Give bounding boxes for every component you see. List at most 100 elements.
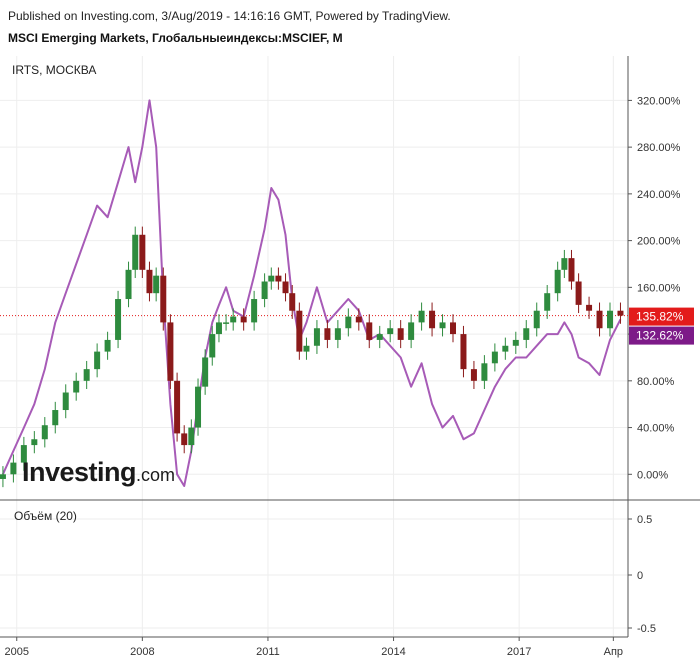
candle-body <box>62 392 69 411</box>
candle-body <box>554 269 561 294</box>
candle-body <box>132 234 139 270</box>
last-value-badges: 135.82% 132.62% <box>629 307 694 345</box>
candle-body <box>10 462 17 475</box>
candle-body <box>52 410 59 426</box>
candle-body <box>568 258 575 282</box>
candle-body <box>606 310 613 329</box>
candle-body <box>439 322 446 329</box>
candle-body <box>209 334 216 358</box>
candle-body <box>481 363 488 381</box>
candle-body <box>289 293 296 311</box>
candle-body <box>324 328 331 340</box>
volume-tick-label: -0.5 <box>637 623 656 635</box>
candle-body <box>160 275 167 323</box>
candle-body <box>167 322 174 381</box>
candle-body <box>181 433 188 446</box>
candle-body <box>449 322 456 335</box>
candle-body <box>408 322 415 340</box>
candle-body <box>195 386 202 428</box>
last-value-text: 132.62% <box>636 329 684 343</box>
candle-body <box>345 316 352 329</box>
last-value-badge <box>629 307 694 326</box>
candle-body <box>470 369 477 381</box>
candle-body <box>139 234 146 270</box>
y-tick-label: 40.00% <box>637 423 675 435</box>
candle-body <box>355 316 362 323</box>
y-tick-label: 320.00% <box>637 95 681 107</box>
x-tick-label: 2011 <box>256 646 280 658</box>
y-tick-label: 160.00% <box>637 282 681 294</box>
chart-title: MSCI Emerging Markets, Глобальныеиндексы… <box>8 31 343 45</box>
candle-body <box>397 328 404 340</box>
candle-body <box>20 445 27 463</box>
x-tick-label: 2017 <box>507 646 531 658</box>
candle-body <box>303 345 310 352</box>
candle-body <box>115 299 122 340</box>
candle-body <box>512 339 519 346</box>
compare-symbol-label: IRTS, МОСКВА <box>12 63 97 77</box>
candle-body <box>94 351 101 370</box>
candle-body <box>223 322 230 324</box>
price-axis-ticks: 0.00%40.00%80.00%120.00%160.00%200.00%24… <box>628 95 681 481</box>
candle-body <box>596 310 603 329</box>
y-tick-label: 80.00% <box>637 376 675 388</box>
y-tick-label: 0.00% <box>637 469 668 481</box>
candle-body <box>544 293 551 311</box>
candle-body <box>376 334 383 340</box>
candle-body <box>460 334 467 370</box>
candle-body <box>561 258 568 270</box>
candle-body <box>429 310 436 329</box>
candle-body <box>230 316 237 323</box>
y-tick-label: 200.00% <box>637 236 681 248</box>
published-info: Published on Investing.com, 3/Aug/2019 -… <box>8 9 451 23</box>
candle-body <box>296 310 303 352</box>
candle-body <box>275 275 282 282</box>
msci-candles <box>0 226 624 488</box>
candle-body <box>215 322 222 335</box>
axes <box>0 56 700 638</box>
candle-body <box>268 275 275 282</box>
candle-body <box>0 474 6 479</box>
x-tick-label: Апр <box>604 646 623 658</box>
candle-body <box>586 304 593 311</box>
x-tick-label: 2005 <box>5 646 29 658</box>
candle-body <box>418 310 425 323</box>
x-tick-label: 2014 <box>381 646 405 658</box>
candle-body <box>174 380 181 434</box>
investing-logo: Investing.com <box>22 457 176 487</box>
volume-axis-ticks: 0.5 0 -0.5 <box>628 514 656 635</box>
candle-body <box>491 351 498 364</box>
candle-body <box>366 322 373 340</box>
candle-body <box>313 328 320 346</box>
candle-body <box>202 357 209 387</box>
candle-body <box>146 269 153 294</box>
candle-body <box>575 281 582 305</box>
candle-body <box>261 281 268 300</box>
volume-tick-label: 0.5 <box>637 514 652 526</box>
candle-body <box>282 281 289 294</box>
irts-compare-line <box>1 99 622 487</box>
candle-body <box>73 380 80 393</box>
candle-body <box>188 427 195 446</box>
grid-lines <box>0 56 628 637</box>
y-tick-label: 280.00% <box>637 142 681 154</box>
candle-body <box>83 369 90 381</box>
candle-body <box>125 269 132 300</box>
candle-body <box>523 328 530 340</box>
candle-body <box>153 275 160 294</box>
candle-body <box>387 328 394 335</box>
candle-body <box>334 328 341 340</box>
candle-body <box>104 339 111 352</box>
candle-body <box>533 310 540 329</box>
last-value-badge <box>629 326 694 345</box>
x-tick-label: 2008 <box>130 646 154 658</box>
volume-tick-label: 0 <box>637 570 643 582</box>
candle-body <box>240 316 247 323</box>
compare-series-line <box>1 99 622 487</box>
time-axis-ticks: 2005 2008 2011 2014 2017 Апр <box>5 637 623 658</box>
y-tick-label: 240.00% <box>637 189 681 201</box>
candle-body <box>617 310 624 316</box>
candle-body <box>251 299 258 323</box>
candle-body <box>502 345 509 352</box>
